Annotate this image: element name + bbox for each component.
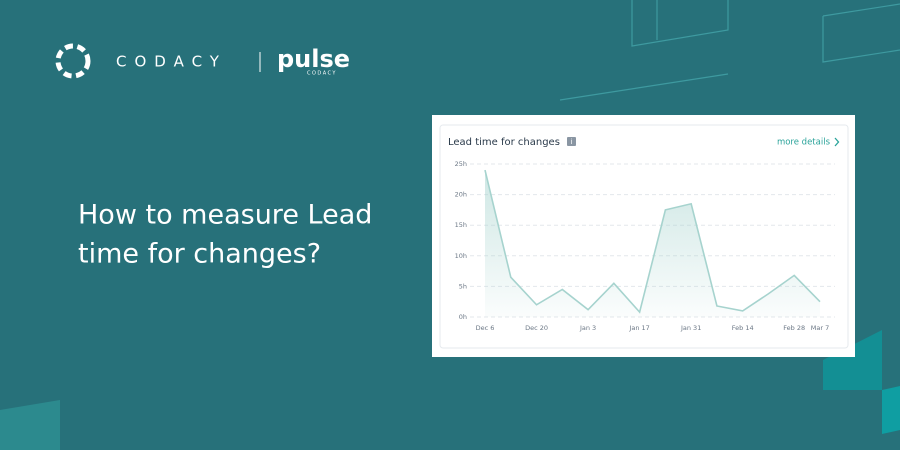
- decoration: [882, 386, 900, 434]
- headline: time for changes?: [78, 239, 321, 270]
- product-sub: CODACY: [307, 71, 337, 77]
- decoration: [823, 330, 882, 390]
- x-tick-label: Jan 31: [680, 324, 701, 332]
- product-name: pulse: [277, 45, 350, 73]
- decoration: [559, 0, 900, 101]
- x-tick-label: Dec 20: [525, 324, 548, 332]
- info-icon-text: i: [571, 138, 573, 146]
- chart-title: Lead time for changes: [448, 137, 560, 148]
- y-tick-label: 15h: [455, 221, 467, 229]
- x-tick-label: Mar 7: [811, 324, 829, 332]
- y-tick-label: 0h: [459, 313, 467, 321]
- brand-name: CODACY: [116, 53, 227, 71]
- x-tick-label: Feb 14: [732, 324, 754, 332]
- card-panel: [439, 124, 849, 349]
- line: [484, 169, 821, 314]
- y-tick-label: 20h: [455, 191, 467, 199]
- logo-icon: [55, 43, 91, 79]
- info-icon: [567, 137, 576, 146]
- x-tick-label: Feb 28: [783, 324, 805, 332]
- decoration: [0, 400, 60, 450]
- x-tick-label: Jan 17: [628, 324, 649, 332]
- more-details-link[interactable]: more details: [777, 138, 831, 148]
- x-tick-label: Dec 6: [476, 324, 495, 332]
- y-tick-label: 25h: [455, 160, 467, 168]
- area: [485, 170, 820, 317]
- headline: How to measure Lead: [78, 200, 372, 231]
- y-tick-label: 5h: [459, 282, 467, 290]
- y-tick-label: 10h: [455, 252, 467, 260]
- x-tick-label: Jan 3: [579, 324, 596, 332]
- chevron[interactable]: [834, 137, 840, 147]
